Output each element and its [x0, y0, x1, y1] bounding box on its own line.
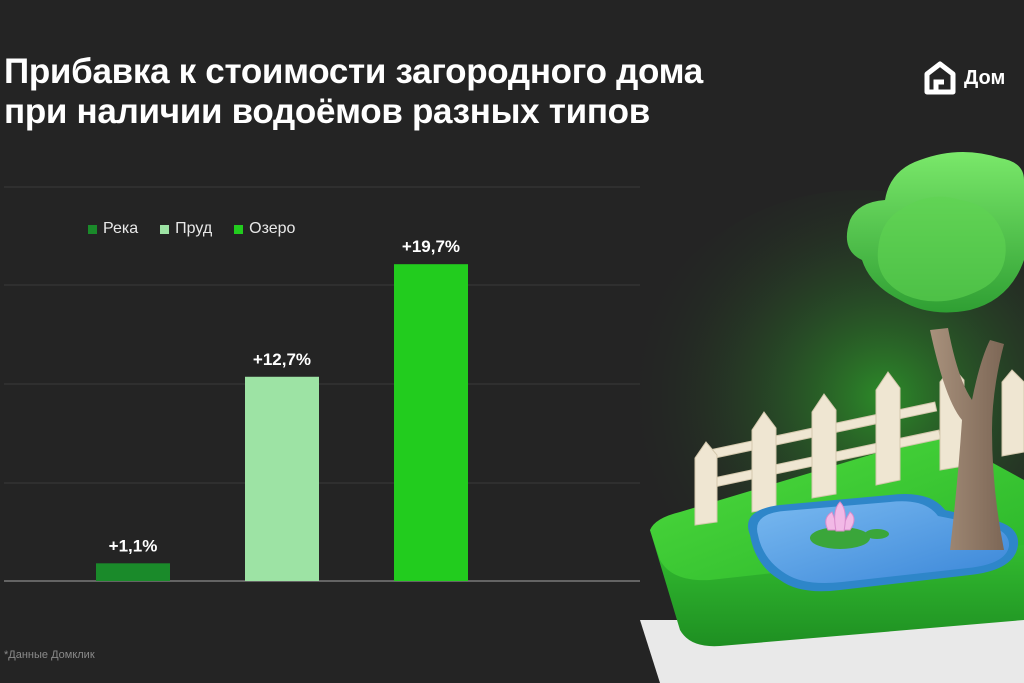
chart-legend: Река Пруд Озеро: [88, 220, 295, 238]
fence: [694, 365, 1024, 526]
chart-title: Прибавка к стоимости загородного дома пр…: [4, 52, 824, 132]
chart-grid: [4, 186, 640, 582]
bar-2: [245, 376, 319, 581]
legend-swatch-pond: [160, 224, 170, 234]
legend-label-river: Река: [103, 220, 139, 237]
data-label-3: +19,7%: [402, 237, 460, 256]
chart-bars: [96, 264, 468, 581]
legend-item-river: Река: [88, 220, 138, 238]
legend-swatch-river: [88, 224, 97, 234]
lily-pad-small: [865, 529, 889, 539]
legend-label-lake: Озеро: [249, 220, 296, 237]
lily-pad: [810, 527, 870, 549]
legend-swatch-lake: [234, 224, 244, 234]
tree-foliage: [846, 151, 1024, 313]
bar-1: [96, 563, 170, 581]
pond-water: [757, 501, 1010, 583]
data-label-1: +1,1%: [109, 536, 158, 555]
pond-illustration: [620, 151, 1024, 683]
lotus-flower: [825, 501, 855, 532]
house-logo-icon: [924, 61, 956, 95]
tree-trunk: [930, 328, 1004, 550]
title-line-1: Прибавка к стоимости загородного дома: [4, 52, 703, 91]
title-line-2: при наличии водоёмов разных типов: [4, 92, 650, 131]
data-label-2: +12,7%: [253, 350, 311, 369]
legend-item-pond: Пруд: [160, 220, 212, 238]
legend-label-pond: Пруд: [175, 220, 213, 237]
bar-3: [394, 264, 468, 581]
chart-data-labels: +1,1% +12,7% +19,7%: [109, 237, 460, 555]
legend-item-lake: Озеро: [234, 220, 295, 238]
source-footnote: *Данные Домклик: [4, 649, 95, 661]
brand-logo: Дом: [924, 60, 1024, 96]
brand-name: Дом: [964, 66, 1006, 89]
